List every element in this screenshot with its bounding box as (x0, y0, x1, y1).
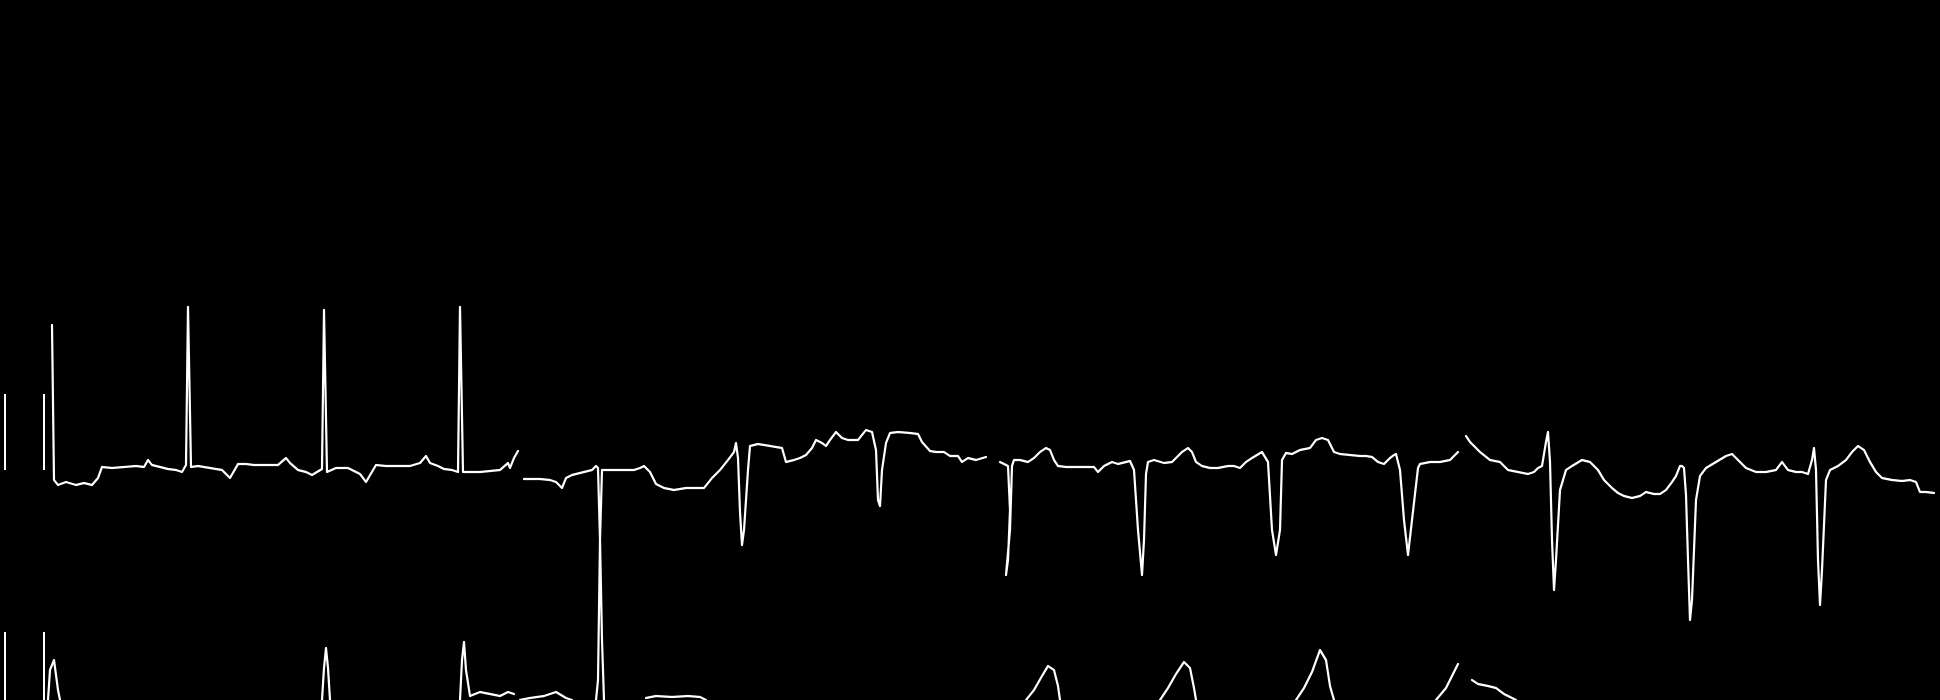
ecg-trace-segment-2 (522, 428, 988, 547)
ecg-trace-segment-1 (50, 305, 520, 487)
ecg-trace-segment-7 (1024, 648, 1460, 700)
ecg-trace-segment-3 (998, 436, 1460, 577)
ecg-trace-segment-4 (1464, 430, 1936, 622)
ecg-trace-segment-5 (46, 640, 516, 700)
ecg-trace-segment-6 (518, 538, 708, 700)
ecg-row-2 (4, 538, 1518, 700)
ecg-row-1 (4, 305, 1936, 622)
ecg-trace-segment-8 (1470, 678, 1518, 700)
